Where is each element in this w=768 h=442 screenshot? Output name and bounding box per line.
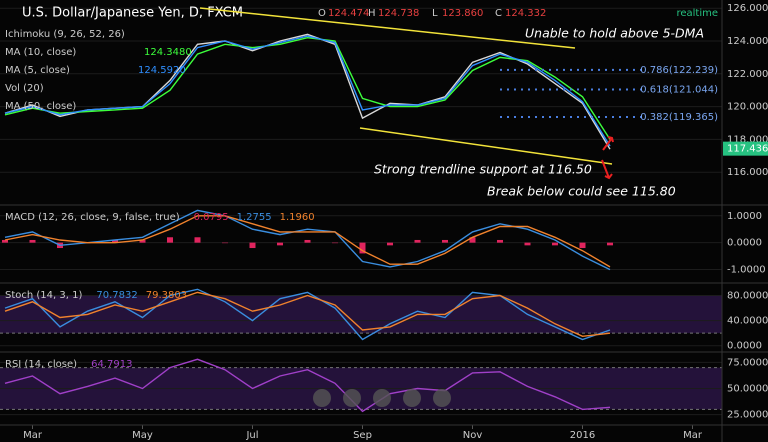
y-tick-label: 118.000 xyxy=(727,134,768,145)
last-price-tag xyxy=(723,141,768,156)
panel-title: MACD (12, 26, close, 9, false, true) xyxy=(5,212,180,223)
ohlc-label: L xyxy=(432,8,438,19)
histogram-bar xyxy=(139,239,146,243)
scroll-left[interactable] xyxy=(403,389,421,407)
x-tick-label: Mar xyxy=(683,430,703,441)
y-tick-label: 40.0000 xyxy=(727,316,768,327)
legend-value: 124.3480 xyxy=(144,47,192,58)
x-tick-label: 2016 xyxy=(570,430,595,441)
legend-value: 1.2755 xyxy=(237,212,272,223)
y-tick-label: 1.0000 xyxy=(727,211,762,222)
trendline xyxy=(199,7,576,49)
ohlc-value: 124.474 xyxy=(328,8,369,19)
y-tick-label: 122.000 xyxy=(727,69,768,80)
annotation: Strong trendline support at 116.50 xyxy=(374,162,592,177)
y-tick-label: -1.0000 xyxy=(727,265,766,276)
indicator-line xyxy=(4,291,611,338)
y-tick-label: 25.0000 xyxy=(727,410,768,421)
histogram-bar xyxy=(277,242,283,246)
histogram-bar xyxy=(414,239,421,243)
y-tick-label: 75.0000 xyxy=(727,357,768,368)
legend-value: 124.5920 xyxy=(138,65,186,76)
indicator-line xyxy=(4,36,611,140)
zoom-controls[interactable] xyxy=(313,389,451,407)
histogram-bar xyxy=(387,242,393,246)
ohlc-label: H xyxy=(368,8,376,19)
zoom-out[interactable] xyxy=(313,389,331,407)
legend-value: 79.3803 xyxy=(146,290,187,301)
histogram-bar xyxy=(497,239,503,243)
scroll-right[interactable] xyxy=(433,389,451,407)
reset[interactable] xyxy=(373,389,391,407)
y-tick-label: 80.0000 xyxy=(727,291,768,302)
indicator-line xyxy=(4,209,611,271)
annotation: Unable to hold above 5-DMA xyxy=(525,26,704,41)
legend-value: 64.7913 xyxy=(91,359,132,370)
histogram-bar xyxy=(469,237,476,243)
legend-value: 0.0795 xyxy=(194,212,229,223)
annotation: Break below could see 115.80 xyxy=(487,184,676,199)
histogram-bar xyxy=(249,242,256,249)
histogram-bar xyxy=(579,242,586,249)
ohlc-value: 124.738 xyxy=(378,8,419,19)
indicator-line xyxy=(4,215,611,268)
legend-value: 1.1960 xyxy=(280,212,315,223)
histogram-bar xyxy=(442,239,448,243)
histogram-bar xyxy=(29,239,36,243)
histogram-bar xyxy=(2,239,8,243)
indicator-label: MA (50, close) xyxy=(5,101,76,112)
ohlc-label: C xyxy=(495,8,502,19)
y-tick-label: 120.000 xyxy=(727,102,768,113)
histogram-bar xyxy=(552,242,558,246)
histogram-bar xyxy=(112,239,118,243)
y-tick-label: 126.000 xyxy=(727,3,768,14)
y-tick-label: 124.000 xyxy=(727,36,768,47)
arrow-down xyxy=(601,159,613,180)
histogram-bar xyxy=(194,237,201,243)
legend-label: MA (5, close) xyxy=(5,65,70,76)
last-price-label: 117.436 xyxy=(727,144,768,155)
x-tick-label: Mar xyxy=(23,430,43,441)
y-tick-label: 0.0000 xyxy=(727,341,762,352)
status: realtime xyxy=(676,8,718,19)
indicator-label: Vol (20) xyxy=(5,83,44,94)
fib-label: 0.618(121.044) xyxy=(640,84,718,95)
ohlc-value: 124.332 xyxy=(505,8,546,19)
band-fill xyxy=(0,295,722,334)
y-tick-label: 0.0000 xyxy=(727,238,762,249)
indicator-label: Ichimoku (9, 26, 52, 26) xyxy=(5,29,125,40)
arrow-up xyxy=(602,136,614,151)
histogram-bar xyxy=(222,242,228,244)
indicator-line xyxy=(4,35,611,147)
legend-value: 70.7832 xyxy=(96,290,137,301)
histogram-bar xyxy=(607,242,613,246)
x-tick-label: Jul xyxy=(245,430,258,441)
fib-label: 0.786(122.239) xyxy=(640,65,718,76)
panel-title: Stoch (14, 3, 1) xyxy=(5,290,82,301)
histogram-bar xyxy=(304,239,311,243)
x-tick-label: Nov xyxy=(463,430,483,441)
x-tick-label: May xyxy=(132,430,153,441)
indicator-line xyxy=(4,288,611,341)
x-tick-label: Sep xyxy=(353,430,372,441)
chart-title: U.S. Dollar/Japanese Yen, D, FXCM xyxy=(22,6,243,21)
zoom-in[interactable] xyxy=(343,389,361,407)
histogram-bar xyxy=(167,237,173,243)
panel-title: RSI (14, close) xyxy=(5,359,77,370)
trendline xyxy=(359,127,613,165)
indicator-line xyxy=(4,358,611,413)
ohlc-value: 123.860 xyxy=(442,8,483,19)
y-tick-label: 116.000 xyxy=(727,167,768,178)
fib-label: 0.382(119.365) xyxy=(640,112,718,123)
legend-label: MA (10, close) xyxy=(5,47,76,58)
histogram-bar xyxy=(524,242,531,246)
y-tick-label: 50.0000 xyxy=(727,384,768,395)
ohlc-label: O xyxy=(318,8,326,19)
histogram-bar xyxy=(359,242,366,254)
histogram-bar xyxy=(332,242,338,244)
